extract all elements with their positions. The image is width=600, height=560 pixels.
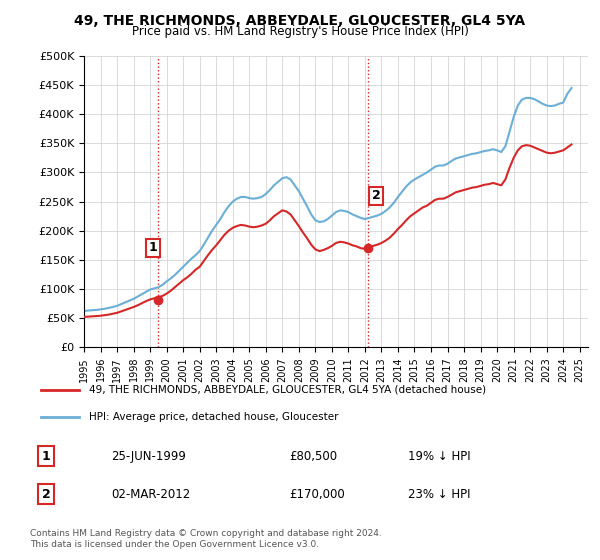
Text: 25-JUN-1999: 25-JUN-1999 — [111, 450, 186, 463]
Text: £170,000: £170,000 — [289, 488, 345, 501]
Text: 49, THE RICHMONDS, ABBEYDALE, GLOUCESTER, GL4 5YA: 49, THE RICHMONDS, ABBEYDALE, GLOUCESTER… — [74, 14, 526, 28]
Text: 1: 1 — [149, 241, 158, 254]
Text: 2: 2 — [42, 488, 50, 501]
Text: 49, THE RICHMONDS, ABBEYDALE, GLOUCESTER, GL4 5YA (detached house): 49, THE RICHMONDS, ABBEYDALE, GLOUCESTER… — [89, 385, 487, 395]
Text: Price paid vs. HM Land Registry's House Price Index (HPI): Price paid vs. HM Land Registry's House … — [131, 25, 469, 38]
Text: 19% ↓ HPI: 19% ↓ HPI — [408, 450, 470, 463]
Text: £80,500: £80,500 — [289, 450, 337, 463]
Text: 1: 1 — [42, 450, 50, 463]
Text: Contains HM Land Registry data © Crown copyright and database right 2024.
This d: Contains HM Land Registry data © Crown c… — [30, 529, 382, 549]
Text: HPI: Average price, detached house, Gloucester: HPI: Average price, detached house, Glou… — [89, 412, 339, 422]
Text: 02-MAR-2012: 02-MAR-2012 — [111, 488, 190, 501]
Text: 2: 2 — [371, 189, 380, 202]
Text: 23% ↓ HPI: 23% ↓ HPI — [408, 488, 470, 501]
